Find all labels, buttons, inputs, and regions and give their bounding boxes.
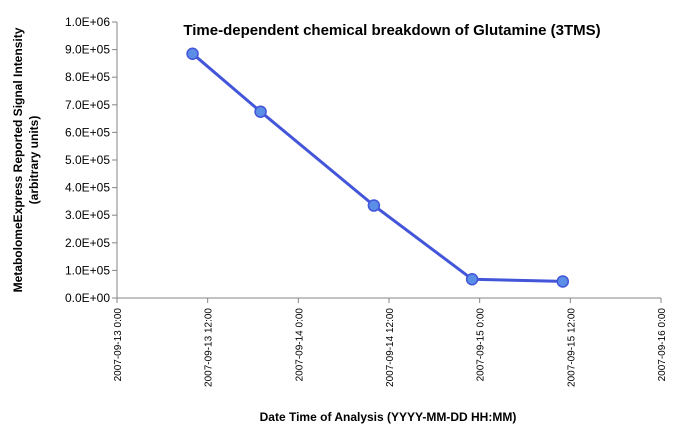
data-point (367, 199, 381, 212)
series-line (191, 52, 563, 283)
y-tick-label: 5.0E+05 (65, 153, 110, 167)
y-tick-label: 4.0E+05 (65, 181, 110, 195)
data-point (556, 275, 570, 288)
x-tick-label: 2007-09-16 0:00 (657, 308, 668, 382)
data-point (465, 272, 479, 286)
y-tick-label: 7.0E+05 (65, 98, 110, 112)
y-tick-label: 0.0E+00 (65, 291, 110, 305)
data-point (186, 47, 199, 60)
x-tick-label: 2007-09-13 0:00 (113, 308, 124, 382)
x-tick-label: 2007-09-13 12:00 (204, 308, 215, 387)
x-axis-label: Date Time of Analysis (YYYY-MM-DD HH:MM) (260, 410, 517, 424)
x-tick-label: 2007-09-14 12:00 (385, 308, 396, 387)
x-tick-label: 2007-09-14 0:00 (294, 308, 305, 382)
y-tick-label: 1.0E+05 (65, 263, 110, 277)
y-axis-label-line1: MetabolomeExpress Reported Signal Intens… (11, 27, 25, 292)
y-axis: 0.0E+00 1.0E+05 2.0E+05 3.0E+05 4.0E+05 5.0E+… (65, 15, 118, 305)
chart-title: Time-dependent chemical breakdown of Glu… (183, 22, 600, 39)
y-tick-label: 2.0E+05 (65, 236, 110, 250)
data-point (254, 105, 267, 118)
x-axis: 2007-09-13 0:00 2007-09-13 12:00 2007-09-1… (113, 297, 668, 387)
y-tick-label: 9.0E+05 (65, 43, 110, 57)
y-tick-label: 3.0E+05 (65, 208, 110, 222)
y-tick-label: 6.0E+05 (65, 125, 110, 139)
x-tick-label: 2007-09-15 0:00 (476, 308, 487, 382)
plot-area (186, 47, 570, 288)
y-axis-label-line2: (arbitrary units) (27, 116, 41, 205)
x-tick-label: 2007-09-15 12:00 (566, 308, 577, 387)
y-tick-label: 8.0E+05 (65, 70, 110, 84)
y-tick-label: 1.0E+06 (65, 15, 110, 29)
